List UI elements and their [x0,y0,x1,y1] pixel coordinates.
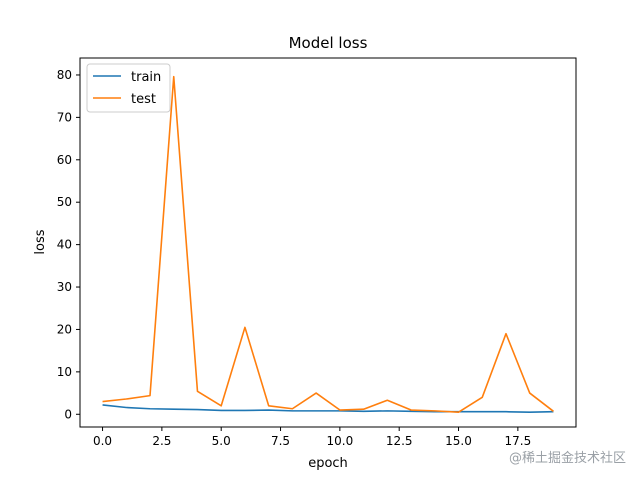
watermark-text: @稀土掘金技术社区 [508,451,626,466]
legend-label-train: train [131,70,161,85]
plot-area [102,75,554,413]
y-tick-label: 0 [64,407,72,421]
x-tick-label: 15.0 [445,434,472,448]
y-tick-label: 70 [57,110,72,124]
y-axis-ticks: 0 10 20 30 40 50 60 70 80 [57,68,80,421]
series-line-train [102,404,554,413]
y-tick-label: 30 [57,280,72,294]
x-tick-label: 12.5 [386,434,413,448]
x-axis-ticks: 0.0 2.5 5.0 7.5 10.0 12.5 15.0 17.5 [93,427,531,448]
plot-frame [79,57,577,428]
y-tick-label: 40 [57,238,72,252]
y-tick-label: 60 [57,153,72,167]
legend-label-test: test [131,92,156,107]
y-tick-label: 10 [57,365,72,379]
x-tick-label: 5.0 [212,434,231,448]
chart-title: Model loss [289,34,368,52]
y-tick-label: 20 [57,322,72,336]
x-tick-label: 7.5 [271,434,290,448]
y-tick-label: 80 [57,68,72,82]
x-tick-label: 0.0 [93,434,112,448]
legend: train test [86,63,171,113]
x-tick-label: 2.5 [152,434,171,448]
x-axis-label: epoch [308,456,348,471]
y-tick-label: 50 [57,195,72,209]
series-line-test [102,75,554,413]
x-tick-label: 10.0 [327,434,354,448]
x-tick-label: 17.5 [504,434,531,448]
y-axis-label: loss [33,229,48,254]
